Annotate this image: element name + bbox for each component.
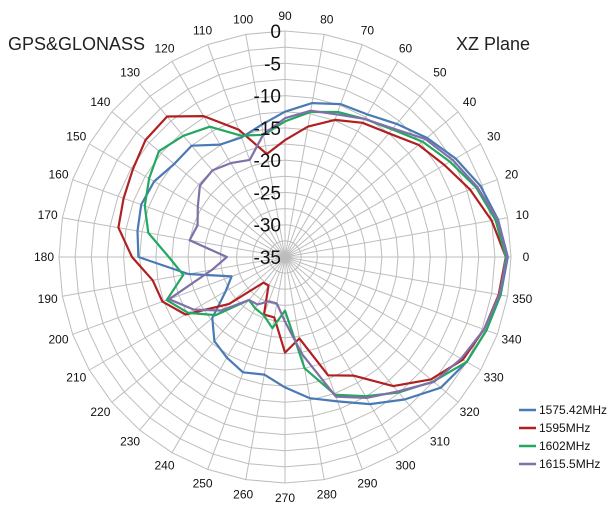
radial-tick-label: -25	[254, 183, 281, 204]
angle-tick-label: 10	[516, 208, 530, 222]
grid-spoke	[207, 256, 286, 470]
grid-spoke	[171, 256, 286, 453]
angle-tick-label: 250	[193, 477, 213, 491]
angle-tick-label: 220	[90, 405, 110, 419]
grid-spoke	[245, 256, 286, 480]
series-lines	[117, 102, 509, 406]
grid-spoke	[111, 256, 286, 403]
series-line	[117, 115, 507, 388]
radial-tick-label: -10	[254, 87, 281, 108]
grid-spoke	[89, 143, 286, 258]
angle-tick-label: 120	[154, 41, 174, 55]
angle-tick-label: 330	[484, 371, 504, 385]
grid-spoke	[284, 256, 363, 470]
angle-tick-label: 190	[38, 292, 58, 306]
grid-spoke	[284, 256, 498, 335]
grid-spoke	[207, 44, 286, 258]
angle-tick-label: 350	[512, 292, 532, 306]
legend-item: 1615.5MHz	[519, 457, 600, 471]
angle-tick-label: 200	[48, 332, 68, 346]
grid-spoke	[62, 256, 286, 297]
angle-tick-label: 280	[317, 487, 337, 501]
series-line	[136, 102, 509, 406]
angle-tick-label: 100	[233, 13, 253, 27]
angle-tick-label: 260	[233, 487, 253, 501]
angle-tick-label: 60	[399, 41, 413, 55]
angle-tick-label: 130	[120, 65, 140, 79]
radial-labels: 0 -5 -10 -15 -20 -25 -30 -35	[254, 22, 281, 269]
angle-tick-label: 40	[463, 95, 477, 109]
angle-tick-label: 50	[433, 65, 447, 79]
grid-spoke	[284, 83, 431, 258]
angle-tick-label: 80	[320, 13, 334, 27]
chart-subtitle: XZ Plane	[456, 34, 530, 54]
angle-tick-label: 290	[357, 477, 377, 491]
angle-tick-label: 110	[193, 24, 212, 38]
angle-tick-label: 340	[501, 332, 521, 346]
angle-tick-label: 140	[90, 95, 110, 109]
grid-spoke	[284, 256, 431, 431]
angle-tick-label: 320	[460, 405, 480, 419]
radial-tick-label: -15	[254, 119, 281, 140]
series-line	[168, 109, 509, 399]
grid-spoke	[111, 111, 286, 258]
angle-tick-label: 170	[38, 208, 58, 222]
angle-tick-label: 270	[275, 491, 295, 505]
grid-spoke	[284, 143, 481, 258]
legend-label: 1602MHz	[539, 439, 590, 453]
radial-tick-label: -30	[254, 216, 281, 237]
angle-tick-label: 180	[34, 250, 54, 264]
grid-spoke	[284, 34, 325, 258]
grid-spoke	[284, 61, 399, 258]
radial-tick-label: 0	[270, 22, 281, 43]
grid-spoke	[284, 44, 363, 258]
angle-tick-label: 20	[505, 168, 519, 182]
angle-tick-label: 230	[120, 435, 140, 449]
legend-item: 1602MHz	[519, 439, 590, 453]
grid-spoke	[72, 179, 286, 258]
legend-label: 1595MHz	[539, 421, 590, 435]
angle-tick-label: 0	[523, 250, 530, 264]
grid-spoke	[284, 256, 481, 371]
legend-label: 1575.42MHz	[539, 403, 607, 417]
grid-spoke	[171, 61, 286, 258]
radial-tick-label: -5	[264, 54, 281, 75]
grid-spoke	[284, 256, 508, 297]
angle-labels: 0 10 20 30 40 50 60 70 80 90 100 110 120 130 140 150 160…	[34, 9, 533, 505]
angle-tick-label: 300	[395, 459, 415, 473]
radial-tick-label: -35	[254, 248, 281, 269]
grid-spoke	[284, 179, 498, 258]
angle-tick-label: 150	[66, 130, 86, 144]
grid-spoke	[72, 256, 286, 335]
angle-tick-label: 210	[66, 371, 86, 385]
angle-tick-label: 70	[361, 24, 375, 38]
grid-spoke	[284, 256, 399, 453]
legend-label: 1615.5MHz	[539, 457, 600, 471]
grid-spoke	[284, 111, 459, 258]
angle-tick-label: 160	[48, 168, 68, 182]
grid-spoke	[62, 217, 286, 258]
legend-item: 1575.42MHz	[519, 403, 607, 417]
grid-spoke	[284, 256, 459, 403]
polar-grid	[58, 30, 512, 484]
angle-tick-label: 240	[154, 459, 174, 473]
legend-item: 1595MHz	[519, 421, 590, 435]
angle-tick-label: 90	[278, 9, 292, 23]
grid-spoke	[284, 217, 508, 258]
grid-spoke	[245, 34, 286, 258]
radial-tick-label: -20	[254, 151, 281, 172]
angle-tick-label: 310	[430, 435, 450, 449]
chart-title: GPS&GLONASS	[8, 34, 145, 54]
angle-tick-label: 30	[487, 130, 501, 144]
legend: 1575.42MHz 1595MHz 1602MHz 1615.5MHz	[519, 403, 607, 471]
grid-spoke	[139, 256, 286, 431]
